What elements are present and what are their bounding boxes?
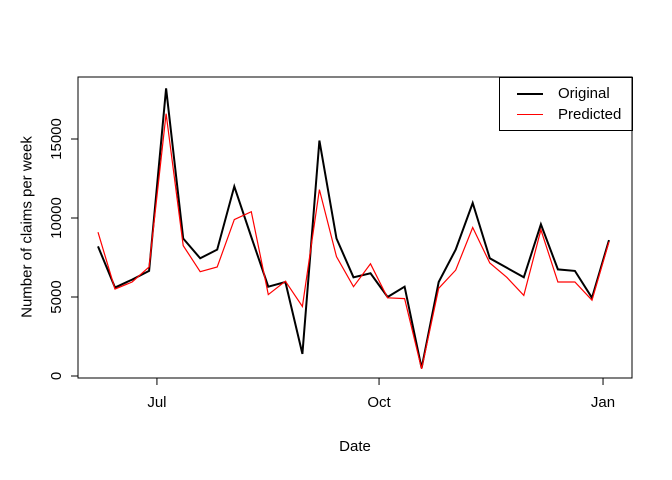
series-line-original [97, 88, 610, 369]
y-tick-label: 0 [48, 371, 65, 381]
legend-entry-predicted: Predicted [500, 104, 621, 125]
legend-label: Predicted [558, 106, 622, 123]
x-tick-label: Oct [367, 394, 391, 411]
legend-line-sample [517, 92, 543, 95]
y-tick-label: 15000 [48, 118, 65, 160]
legend: Original Predicted [499, 77, 633, 131]
x-axis-title: Date [339, 438, 371, 455]
plot-border [77, 76, 633, 379]
y-tick-label: 5000 [48, 280, 65, 314]
series-line-predicted [97, 113, 610, 370]
y-tick-label: 10000 [48, 197, 65, 239]
legend-line-sample [517, 114, 543, 115]
x-tick-label: Jan [590, 394, 616, 411]
y-axis-title: Number of claims per week [18, 136, 36, 318]
legend-entry-original: Original [500, 83, 610, 104]
legend-label: Original [558, 85, 610, 102]
x-tick-label: Jul [147, 394, 167, 411]
